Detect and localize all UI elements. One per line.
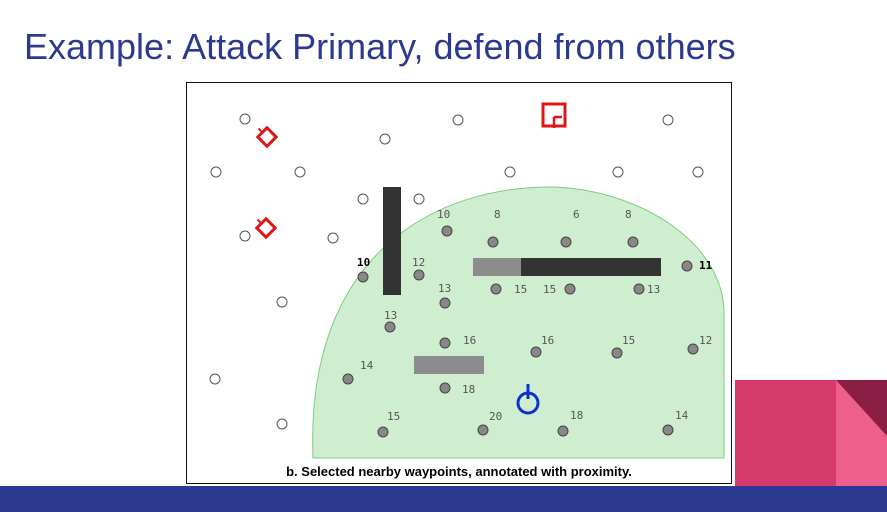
- waypoint: [379, 133, 391, 145]
- waypoint-figure: 10 8 6 8 10 12 11 13 15 15 13 13 16 16 1…: [186, 82, 732, 484]
- unselected-waypoints: [209, 113, 704, 430]
- waypoint-label: 15: [387, 410, 400, 423]
- waypoint: [377, 426, 389, 438]
- wall-horizontal-light: [473, 258, 523, 276]
- waypoint: [357, 193, 369, 205]
- waypoint: [611, 347, 623, 359]
- waypoint: [239, 113, 251, 125]
- waypoint: [439, 382, 451, 394]
- waypoint-label: 10: [437, 208, 450, 221]
- waypoint: [441, 225, 453, 237]
- enemy-marker-icon: [254, 216, 278, 240]
- waypoint-label: 6: [573, 208, 580, 221]
- waypoint-label: 13: [438, 282, 451, 295]
- waypoint: [627, 236, 639, 248]
- waypoint-label: 13: [384, 309, 397, 322]
- waypoint: [487, 236, 499, 248]
- waypoint: [357, 271, 369, 283]
- waypoint: [209, 373, 221, 385]
- waypoint: [327, 232, 339, 244]
- enemy-marker-icon: [255, 125, 279, 149]
- slide-title: Example: Attack Primary, defend from oth…: [24, 26, 736, 67]
- wall-small: [414, 356, 484, 374]
- waypoint: [294, 166, 306, 178]
- waypoint: [681, 260, 693, 272]
- wall-horizontal-dark: [521, 258, 661, 276]
- waypoint: [210, 166, 222, 178]
- waypoint-label: 18: [462, 383, 475, 396]
- figure-caption: b. Selected nearby waypoints, annotated …: [286, 464, 632, 479]
- waypoint-label: 15: [622, 334, 635, 347]
- proximity-region: [312, 186, 725, 459]
- waypoint: [662, 424, 674, 436]
- waypoint: [504, 166, 516, 178]
- waypoint: [564, 283, 576, 295]
- waypoint: [477, 424, 489, 436]
- waypoint: [342, 373, 354, 385]
- waypoint: [439, 337, 451, 349]
- waypoint-label: 12: [699, 334, 712, 347]
- waypoint: [276, 418, 288, 430]
- waypoint: [687, 343, 699, 355]
- waypoint-label: 18: [570, 409, 583, 422]
- waypoint-label: 14: [675, 409, 689, 422]
- waypoint: [384, 321, 396, 333]
- selected-waypoints: [342, 225, 699, 438]
- waypoint-label: 10: [357, 256, 370, 269]
- waypoint-label: 16: [463, 334, 476, 347]
- waypoint: [490, 283, 502, 295]
- waypoint: [692, 166, 704, 178]
- waypoint: [239, 230, 251, 242]
- waypoint: [633, 283, 645, 295]
- waypoint: [612, 166, 624, 178]
- waypoint-label: 16: [541, 334, 554, 347]
- waypoint-label: 8: [494, 208, 501, 221]
- waypoint-label: 15: [543, 283, 556, 296]
- wall-vertical: [383, 187, 401, 295]
- waypoint-label: 8: [625, 208, 632, 221]
- waypoint: [276, 296, 288, 308]
- waypoint-label: 13: [647, 283, 660, 296]
- deco-dark-triangle: [836, 380, 887, 436]
- player-marker-icon: [516, 384, 540, 415]
- waypoint-label: 20: [489, 410, 502, 423]
- waypoint: [413, 193, 425, 205]
- waypoint: [452, 114, 464, 126]
- waypoint-label: 12: [412, 256, 425, 269]
- waypoint-label: 11: [699, 259, 713, 272]
- waypoint: [439, 297, 451, 309]
- waypoint-label: 15: [514, 283, 527, 296]
- primary-target-icon: [541, 102, 567, 128]
- waypoint: [560, 236, 572, 248]
- waypoint-label: 14: [360, 359, 374, 372]
- waypoint-map: 10 8 6 8 10 12 11 13 15 15 13 13 16 16 1…: [209, 102, 725, 459]
- waypoint: [662, 114, 674, 126]
- waypoint: [530, 346, 542, 358]
- bottom-bar: [0, 486, 887, 512]
- waypoint: [557, 425, 569, 437]
- waypoint: [413, 269, 425, 281]
